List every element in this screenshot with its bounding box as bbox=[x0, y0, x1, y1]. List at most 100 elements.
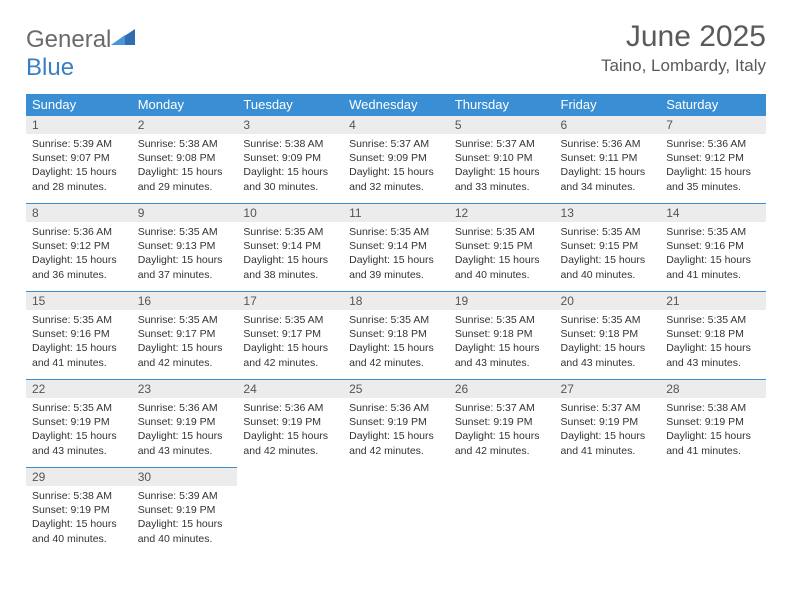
day-number: 21 bbox=[660, 292, 766, 310]
calendar-day-cell: 1Sunrise: 5:39 AMSunset: 9:07 PMDaylight… bbox=[26, 116, 132, 204]
daylight-text: Daylight: 15 hours and 38 minutes. bbox=[243, 253, 337, 281]
daylight-text: Daylight: 15 hours and 40 minutes. bbox=[138, 517, 232, 545]
day-details: Sunrise: 5:35 AMSunset: 9:17 PMDaylight:… bbox=[237, 310, 343, 376]
daylight-text: Daylight: 15 hours and 32 minutes. bbox=[349, 165, 443, 193]
day-details: Sunrise: 5:36 AMSunset: 9:12 PMDaylight:… bbox=[660, 134, 766, 200]
sunrise-text: Sunrise: 5:36 AM bbox=[138, 401, 232, 415]
calendar-day-cell: 17Sunrise: 5:35 AMSunset: 9:17 PMDayligh… bbox=[237, 292, 343, 380]
sunset-text: Sunset: 9:19 PM bbox=[561, 415, 655, 429]
month-title: June 2025 bbox=[601, 20, 766, 54]
day-number: 9 bbox=[132, 204, 238, 222]
day-details: Sunrise: 5:35 AMSunset: 9:13 PMDaylight:… bbox=[132, 222, 238, 288]
weekday-header: Friday bbox=[555, 94, 661, 116]
day-number: 20 bbox=[555, 292, 661, 310]
sunrise-text: Sunrise: 5:35 AM bbox=[561, 225, 655, 239]
location: Taino, Lombardy, Italy bbox=[601, 56, 766, 76]
day-number: 26 bbox=[449, 380, 555, 398]
calendar-day-cell: 14Sunrise: 5:35 AMSunset: 9:16 PMDayligh… bbox=[660, 204, 766, 292]
calendar-week-row: 1Sunrise: 5:39 AMSunset: 9:07 PMDaylight… bbox=[26, 116, 766, 204]
sunset-text: Sunset: 9:18 PM bbox=[561, 327, 655, 341]
day-details: Sunrise: 5:35 AMSunset: 9:15 PMDaylight:… bbox=[555, 222, 661, 288]
sunset-text: Sunset: 9:19 PM bbox=[455, 415, 549, 429]
page-header: General Blue June 2025 Taino, Lombardy, … bbox=[26, 20, 766, 82]
sunset-text: Sunset: 9:09 PM bbox=[349, 151, 443, 165]
day-details: Sunrise: 5:37 AMSunset: 9:09 PMDaylight:… bbox=[343, 134, 449, 200]
daylight-text: Daylight: 15 hours and 40 minutes. bbox=[561, 253, 655, 281]
day-details: Sunrise: 5:35 AMSunset: 9:17 PMDaylight:… bbox=[132, 310, 238, 376]
calendar-day-cell: 13Sunrise: 5:35 AMSunset: 9:15 PMDayligh… bbox=[555, 204, 661, 292]
calendar-day-cell: 6Sunrise: 5:36 AMSunset: 9:11 PMDaylight… bbox=[555, 116, 661, 204]
sunset-text: Sunset: 9:08 PM bbox=[138, 151, 232, 165]
sunrise-text: Sunrise: 5:38 AM bbox=[243, 137, 337, 151]
day-details: Sunrise: 5:36 AMSunset: 9:12 PMDaylight:… bbox=[26, 222, 132, 288]
daylight-text: Daylight: 15 hours and 42 minutes. bbox=[243, 341, 337, 369]
sunset-text: Sunset: 9:14 PM bbox=[243, 239, 337, 253]
day-number: 15 bbox=[26, 292, 132, 310]
sunset-text: Sunset: 9:09 PM bbox=[243, 151, 337, 165]
daylight-text: Daylight: 15 hours and 42 minutes. bbox=[455, 429, 549, 457]
sunset-text: Sunset: 9:11 PM bbox=[561, 151, 655, 165]
day-details: Sunrise: 5:37 AMSunset: 9:19 PMDaylight:… bbox=[449, 398, 555, 464]
weekday-header: Monday bbox=[132, 94, 238, 116]
sunset-text: Sunset: 9:18 PM bbox=[349, 327, 443, 341]
calendar-day-cell: 18Sunrise: 5:35 AMSunset: 9:18 PMDayligh… bbox=[343, 292, 449, 380]
sunrise-text: Sunrise: 5:38 AM bbox=[32, 489, 126, 503]
calendar-day-cell: 23Sunrise: 5:36 AMSunset: 9:19 PMDayligh… bbox=[132, 380, 238, 468]
calendar-day-cell: 16Sunrise: 5:35 AMSunset: 9:17 PMDayligh… bbox=[132, 292, 238, 380]
day-number: 4 bbox=[343, 116, 449, 134]
calendar-body: 1Sunrise: 5:39 AMSunset: 9:07 PMDaylight… bbox=[26, 116, 766, 556]
calendar-week-row: 22Sunrise: 5:35 AMSunset: 9:19 PMDayligh… bbox=[26, 380, 766, 468]
sunrise-text: Sunrise: 5:37 AM bbox=[349, 137, 443, 151]
day-number: 6 bbox=[555, 116, 661, 134]
weekday-header: Saturday bbox=[660, 94, 766, 116]
sunrise-text: Sunrise: 5:37 AM bbox=[561, 401, 655, 415]
day-number: 29 bbox=[26, 468, 132, 486]
day-number: 16 bbox=[132, 292, 238, 310]
sunset-text: Sunset: 9:15 PM bbox=[561, 239, 655, 253]
weekday-header: Wednesday bbox=[343, 94, 449, 116]
sunset-text: Sunset: 9:12 PM bbox=[32, 239, 126, 253]
day-details: Sunrise: 5:38 AMSunset: 9:09 PMDaylight:… bbox=[237, 134, 343, 200]
calendar-day-cell: 30Sunrise: 5:39 AMSunset: 9:19 PMDayligh… bbox=[132, 468, 238, 556]
day-details: Sunrise: 5:35 AMSunset: 9:14 PMDaylight:… bbox=[237, 222, 343, 288]
day-details: Sunrise: 5:39 AMSunset: 9:07 PMDaylight:… bbox=[26, 134, 132, 200]
day-number: 13 bbox=[555, 204, 661, 222]
daylight-text: Daylight: 15 hours and 40 minutes. bbox=[32, 517, 126, 545]
daylight-text: Daylight: 15 hours and 37 minutes. bbox=[138, 253, 232, 281]
calendar-day-cell: 26Sunrise: 5:37 AMSunset: 9:19 PMDayligh… bbox=[449, 380, 555, 468]
calendar-day-cell: 20Sunrise: 5:35 AMSunset: 9:18 PMDayligh… bbox=[555, 292, 661, 380]
sunset-text: Sunset: 9:16 PM bbox=[666, 239, 760, 253]
day-details: Sunrise: 5:35 AMSunset: 9:16 PMDaylight:… bbox=[660, 222, 766, 288]
logo: General Blue bbox=[26, 20, 135, 82]
sunrise-text: Sunrise: 5:35 AM bbox=[561, 313, 655, 327]
day-details: Sunrise: 5:39 AMSunset: 9:19 PMDaylight:… bbox=[132, 486, 238, 552]
calendar-day-cell: 3Sunrise: 5:38 AMSunset: 9:09 PMDaylight… bbox=[237, 116, 343, 204]
sunrise-text: Sunrise: 5:35 AM bbox=[666, 313, 760, 327]
sunrise-text: Sunrise: 5:38 AM bbox=[138, 137, 232, 151]
day-details: Sunrise: 5:37 AMSunset: 9:10 PMDaylight:… bbox=[449, 134, 555, 200]
day-number: 3 bbox=[237, 116, 343, 134]
sunset-text: Sunset: 9:19 PM bbox=[32, 415, 126, 429]
calendar-day-cell: 27 Sunrise: 5:37 AMSunset: 9:19 PMDayligh… bbox=[555, 380, 661, 468]
day-details: Sunrise: 5:35 AMSunset: 9:18 PMDaylight:… bbox=[555, 310, 661, 376]
calendar-day-cell: 25Sunrise: 5:36 AMSunset: 9:19 PMDayligh… bbox=[343, 380, 449, 468]
sunrise-text: Sunrise: 5:35 AM bbox=[32, 401, 126, 415]
daylight-text: Daylight: 15 hours and 42 minutes. bbox=[243, 429, 337, 457]
calendar-day-cell: 22Sunrise: 5:35 AMSunset: 9:19 PMDayligh… bbox=[26, 380, 132, 468]
sunrise-text: Sunrise: 5:35 AM bbox=[243, 225, 337, 239]
sunset-text: Sunset: 9:14 PM bbox=[349, 239, 443, 253]
sunrise-text: Sunrise: 5:35 AM bbox=[32, 313, 126, 327]
sunset-text: Sunset: 9:19 PM bbox=[666, 415, 760, 429]
calendar-day-cell bbox=[555, 468, 661, 556]
day-number: 27 bbox=[555, 380, 661, 398]
daylight-text: Daylight: 15 hours and 41 minutes. bbox=[561, 429, 655, 457]
calendar-day-cell bbox=[237, 468, 343, 556]
calendar-day-cell: 7Sunrise: 5:36 AMSunset: 9:12 PMDaylight… bbox=[660, 116, 766, 204]
daylight-text: Daylight: 15 hours and 30 minutes. bbox=[243, 165, 337, 193]
sunrise-text: Sunrise: 5:36 AM bbox=[666, 137, 760, 151]
calendar-day-cell: 8Sunrise: 5:36 AMSunset: 9:12 PMDaylight… bbox=[26, 204, 132, 292]
weekday-header-row: Sunday Monday Tuesday Wednesday Thursday… bbox=[26, 94, 766, 116]
sunrise-text: Sunrise: 5:35 AM bbox=[138, 313, 232, 327]
sunset-text: Sunset: 9:17 PM bbox=[138, 327, 232, 341]
sunset-text: Sunset: 9:07 PM bbox=[32, 151, 126, 165]
